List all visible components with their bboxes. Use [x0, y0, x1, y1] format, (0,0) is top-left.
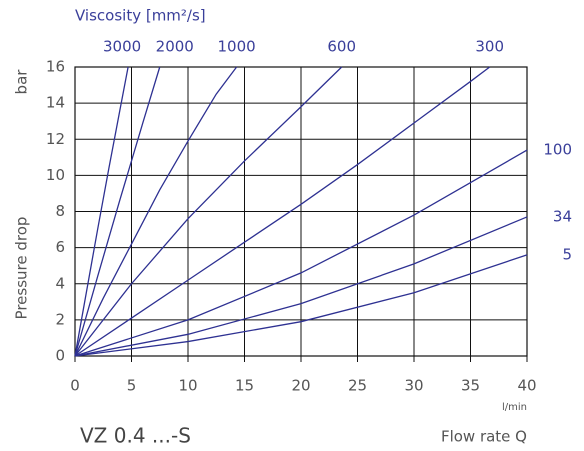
x-tick-label: 35	[461, 377, 480, 395]
series-label: 34	[553, 207, 572, 225]
series-label: 600	[327, 38, 356, 56]
y-tick-label: 14	[46, 94, 65, 112]
curve	[74, 66, 129, 357]
curve	[74, 66, 238, 357]
series-label: 3000	[103, 38, 141, 56]
x-axis-unit: l/min	[502, 402, 527, 413]
y-tick-label: 8	[55, 202, 65, 220]
x-tick-label: 20	[291, 377, 310, 395]
curve	[74, 66, 161, 357]
y-tick-label: 10	[46, 166, 65, 184]
x-tick-label: 10	[178, 377, 197, 395]
curve	[74, 149, 528, 357]
x-tick-label: 40	[517, 377, 536, 395]
x-tick-label: 0	[70, 377, 80, 395]
plot-frame	[74, 66, 528, 357]
x-axis-label: Flow rate Q	[441, 428, 527, 446]
curve	[74, 216, 528, 357]
curve	[74, 66, 491, 357]
chart-title: Viscosity [mm²/s]	[75, 7, 206, 25]
y-tick-label: 4	[55, 274, 65, 292]
y-tick-label: 12	[46, 130, 65, 148]
series-label: 1000	[217, 38, 255, 56]
series-label: 300	[475, 38, 504, 56]
curve	[74, 254, 528, 357]
y-axis-label: Pressure drop	[13, 217, 31, 320]
y-tick-label: 2	[55, 310, 65, 328]
y-tick-label: 16	[46, 58, 65, 76]
x-tick-label: 15	[235, 377, 254, 395]
series-label: 5	[562, 245, 572, 263]
series-label: 100	[543, 141, 572, 159]
x-tick-label: 25	[348, 377, 367, 395]
x-tick-label: 30	[404, 377, 423, 395]
y-tick-label: 0	[55, 347, 65, 365]
curve	[74, 66, 343, 357]
series-label: 2000	[156, 38, 194, 56]
model-label: VZ 0.4 ...-S	[80, 424, 191, 448]
x-tick-label: 5	[127, 377, 137, 395]
y-axis-unit: bar	[13, 69, 31, 95]
y-tick-label: 6	[55, 238, 65, 256]
